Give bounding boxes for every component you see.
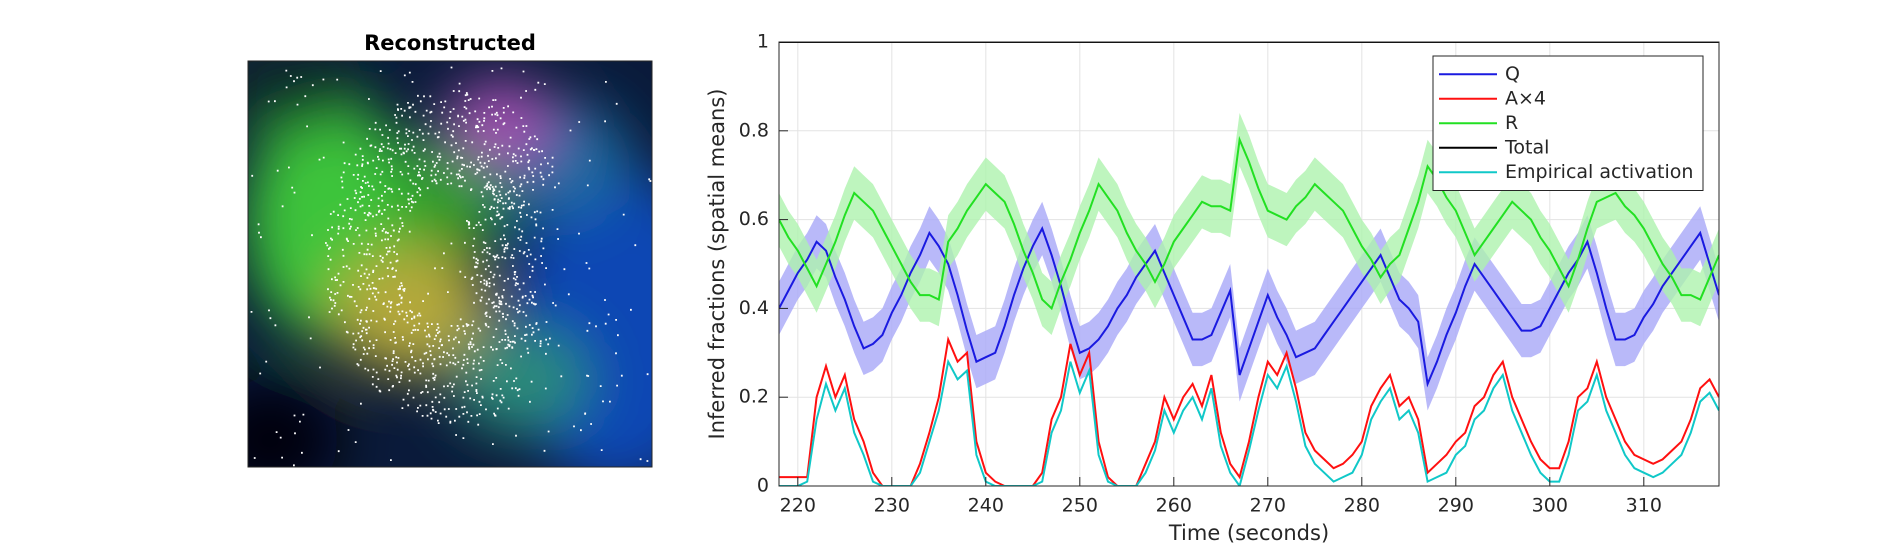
y-tick-label: 0.2 — [739, 386, 769, 408]
x-tick-label: 230 — [874, 495, 910, 517]
series-line — [779, 335, 1719, 486]
x-tick-label: 220 — [780, 495, 816, 517]
legend-label: R — [1505, 112, 1518, 134]
x-tick-label: 270 — [1250, 495, 1286, 517]
series-line — [779, 358, 1719, 486]
x-tick-label: 310 — [1626, 495, 1662, 517]
axes-frame — [778, 41, 1720, 487]
confidence-band — [779, 113, 1719, 335]
legend-label: Empirical activation — [1505, 161, 1693, 183]
legend-label: A×4 — [1505, 87, 1546, 109]
image-title: Reconstructed — [364, 31, 536, 55]
legend-label: Q — [1505, 63, 1520, 85]
heatmap — [248, 61, 652, 467]
y-axis-label: Inferred fractions (spatial means) — [705, 89, 729, 440]
y-tick-label: 0 — [757, 475, 769, 497]
image-frame — [247, 60, 653, 468]
x-axis-label: Time (seconds) — [1168, 521, 1329, 544]
x-tick-label: 300 — [1532, 495, 1568, 517]
y-tick-label: 0.6 — [739, 208, 769, 230]
x-tick-label: 260 — [1156, 495, 1192, 517]
x-tick-label: 240 — [968, 495, 1004, 517]
y-tick-label: 0.4 — [739, 297, 769, 319]
x-tick-label: 290 — [1438, 495, 1474, 517]
x-tick-label: 250 — [1062, 495, 1098, 517]
y-tick-label: 0.8 — [739, 119, 769, 141]
series-line — [779, 226, 1719, 388]
series-line — [779, 135, 1719, 311]
legend-label: Total — [1504, 136, 1549, 158]
y-tick-label: 1 — [757, 31, 769, 53]
x-tick-label: 280 — [1344, 495, 1380, 517]
